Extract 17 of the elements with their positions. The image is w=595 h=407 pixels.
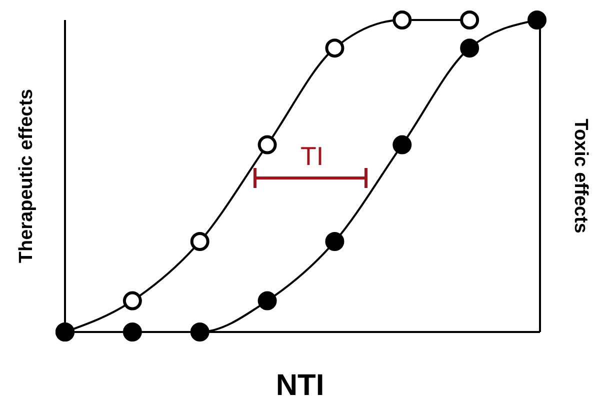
point [528, 10, 546, 30]
point [325, 232, 344, 252]
point [122, 291, 142, 310]
point [190, 322, 210, 342]
point [392, 135, 412, 154]
y-axis-title: Therapeutic effects [16, 88, 37, 264]
point [392, 10, 412, 30]
point [258, 135, 277, 154]
point [190, 232, 210, 252]
point [325, 38, 344, 58]
point [258, 291, 277, 310]
point [122, 322, 142, 342]
point [460, 10, 480, 30]
point [460, 38, 480, 58]
y2-axis-title: Toxic effects [570, 118, 591, 234]
x-axis-title: NTI [276, 369, 324, 402]
annotation: TI [300, 141, 324, 171]
